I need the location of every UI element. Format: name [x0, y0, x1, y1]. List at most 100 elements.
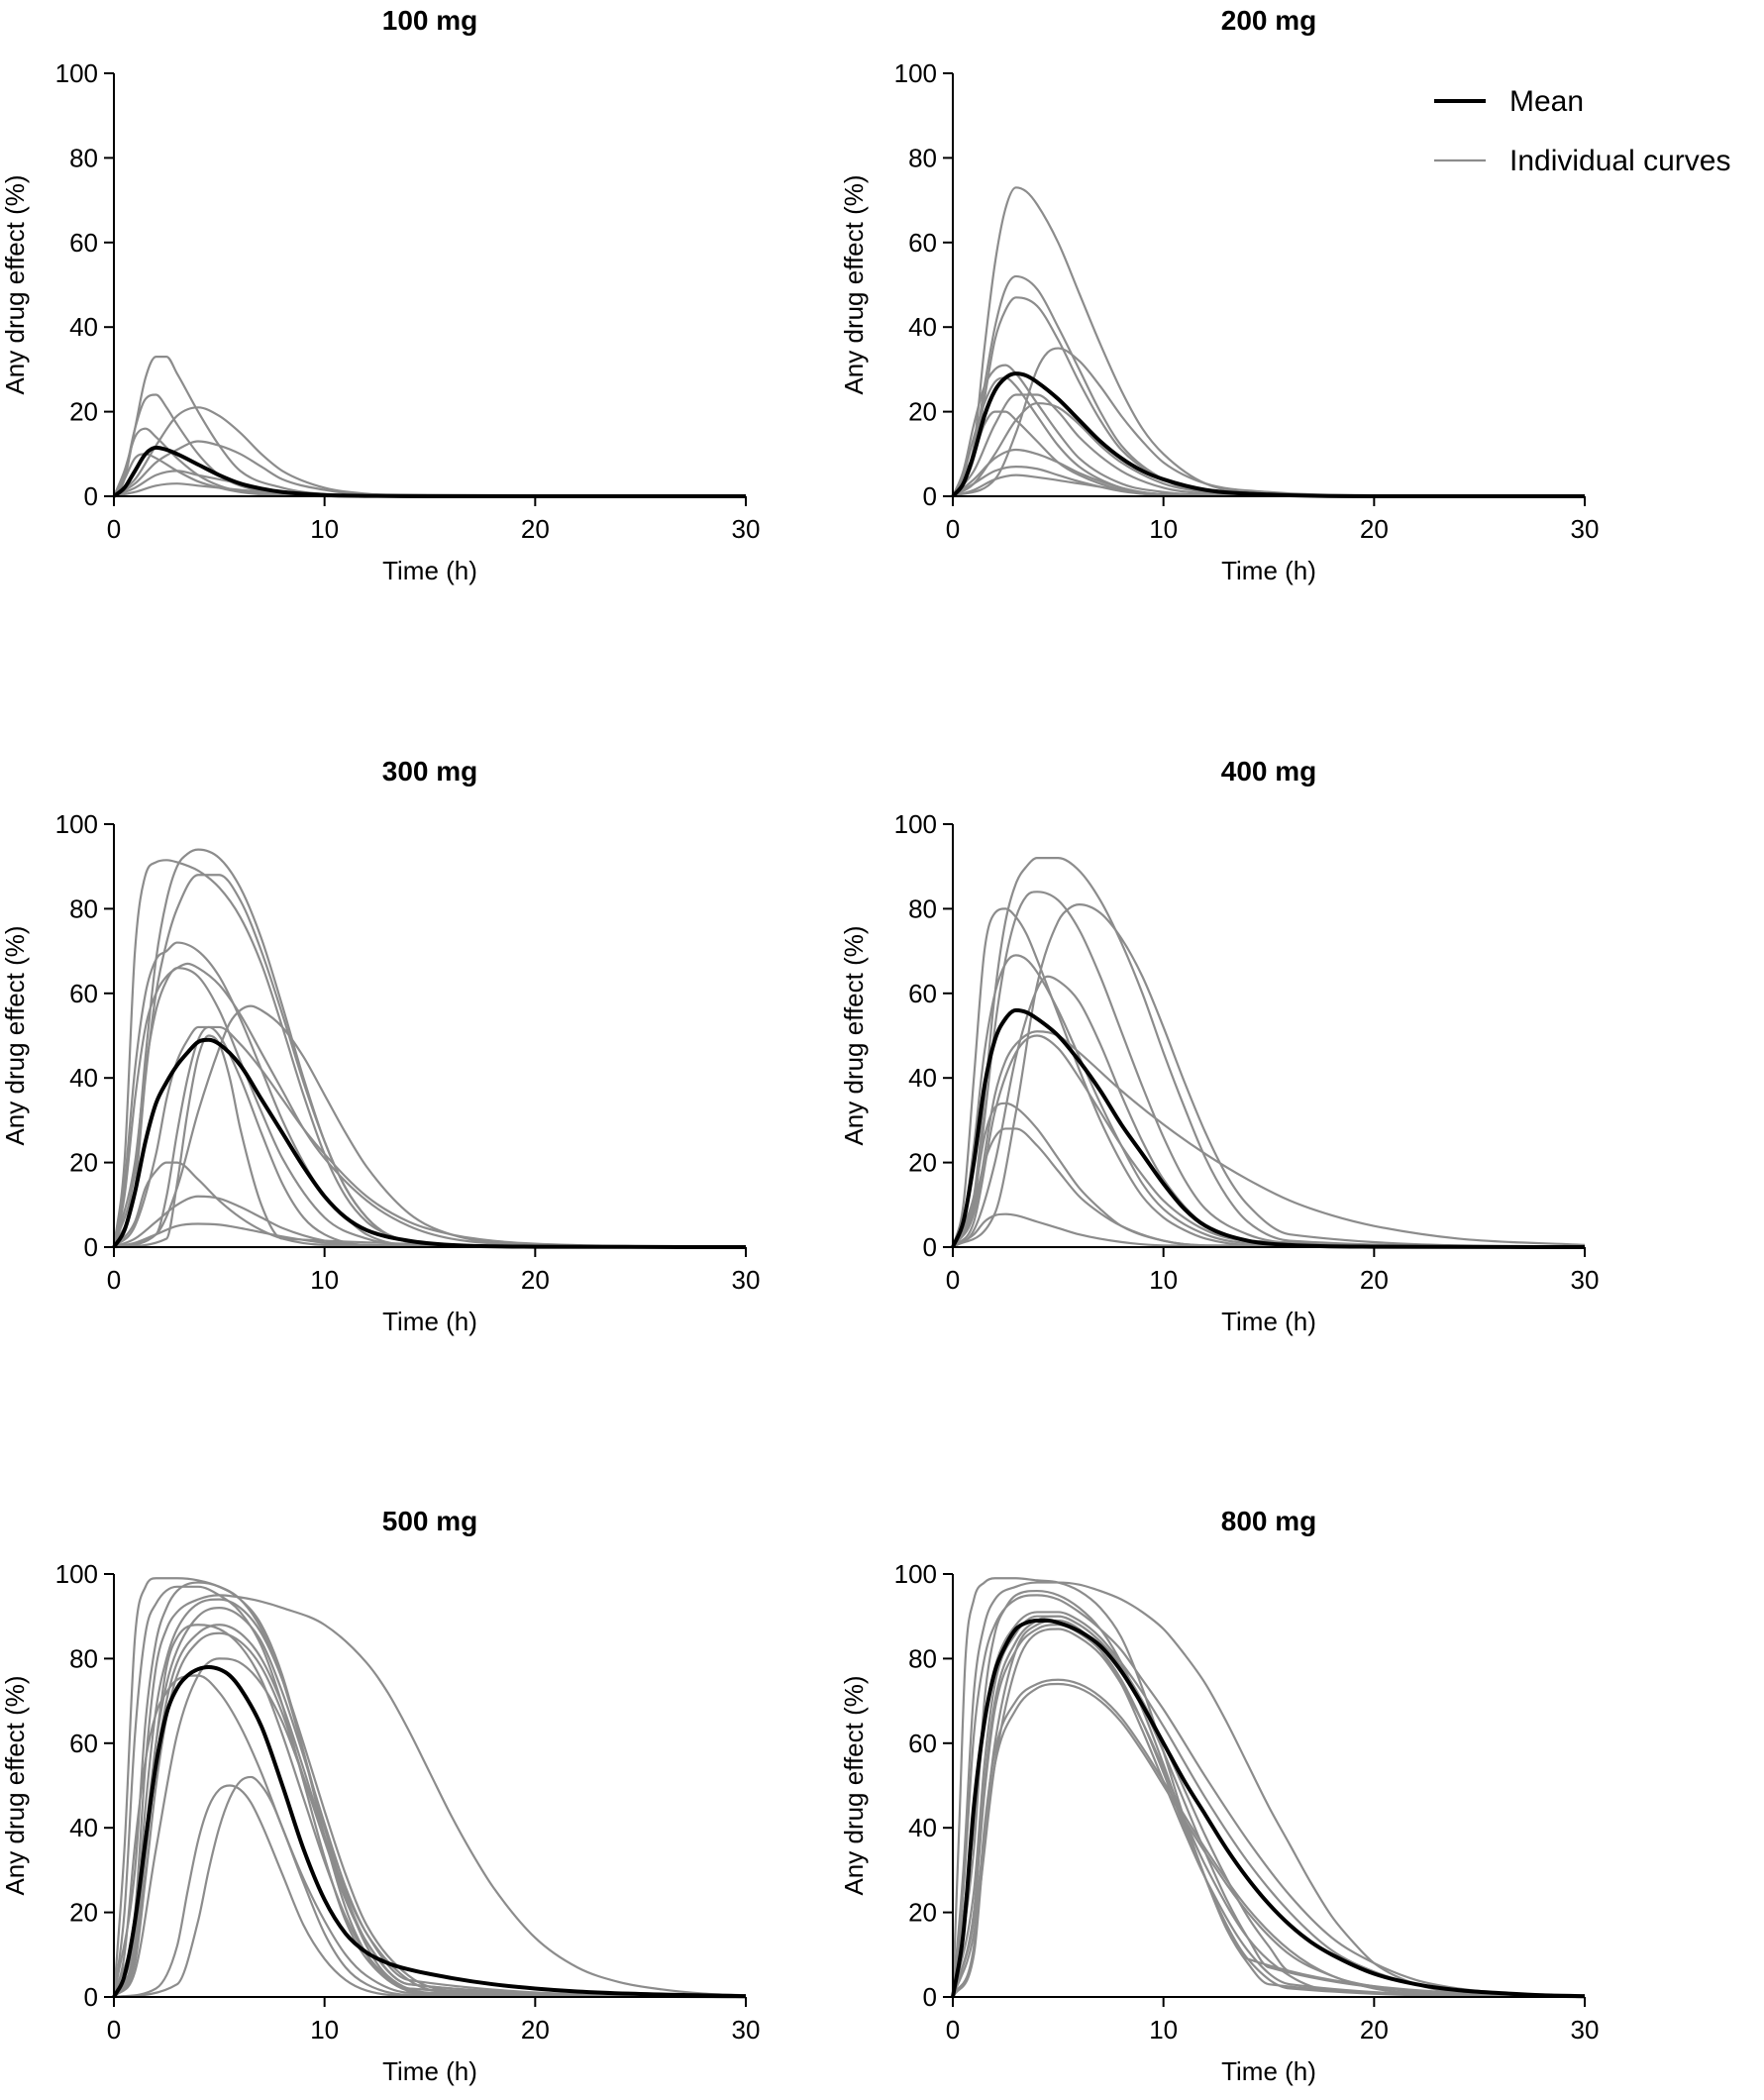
y-tick-label: 80 — [908, 1643, 937, 1673]
individual-curve — [112, 967, 747, 1249]
y-axis-label: Any drug effect (%) — [839, 925, 869, 1145]
y-tick-label: 60 — [908, 228, 937, 258]
y-tick-label: 80 — [908, 143, 937, 172]
individual-curve — [951, 1594, 1586, 1998]
legend-individual-label: Individual curves — [1509, 145, 1730, 177]
chart-title: 300 mg — [382, 756, 478, 787]
y-tick-label: 20 — [69, 1148, 98, 1178]
chart-panel: 500 mg 0 20 40 60 80 100 0 10 20 30 Time (h) Any dru… — [0, 1506, 760, 2086]
y-tick-label: 0 — [923, 1982, 937, 2012]
individual-curve — [113, 1025, 747, 1249]
x-tick-label: 0 — [107, 1265, 121, 1295]
chart-panel: 800 mg 0 20 40 60 80 100 0 10 20 30 Time (h) Any dru… — [839, 1506, 1599, 2086]
y-tick-label: 0 — [923, 1232, 937, 1262]
x-tick-label: 10 — [1149, 2015, 1178, 2045]
y-tick-label: 60 — [908, 979, 937, 1008]
x-axis-label: Time (h) — [1221, 556, 1316, 585]
individual-curve — [112, 1585, 747, 1999]
individual-curve — [951, 1589, 1586, 1999]
x-axis-label: Time (h) — [1221, 1307, 1316, 1336]
individual-curve — [952, 975, 1586, 1249]
x-tick-label: 20 — [521, 1265, 550, 1295]
individual-curve — [952, 1212, 1586, 1249]
y-tick-label: 100 — [55, 58, 98, 88]
x-axis-label: Time (h) — [382, 1307, 477, 1336]
individual-curve — [112, 1674, 747, 1999]
chart-panel: 300 mg 0 20 40 60 80 100 0 10 20 30 Time (h) Any dru… — [0, 756, 760, 1336]
x-tick-label: 30 — [732, 2015, 761, 2045]
y-tick-label: 40 — [69, 312, 98, 342]
y-tick-label: 20 — [908, 1148, 937, 1178]
y-tick-label: 60 — [69, 1729, 98, 1758]
x-tick-label: 0 — [946, 2015, 960, 2045]
y-tick-label: 100 — [55, 1559, 98, 1589]
x-tick-label: 20 — [521, 514, 550, 544]
series-group — [951, 186, 1586, 499]
y-tick-label: 100 — [894, 58, 937, 88]
series-group — [112, 848, 747, 1249]
chart-panel: 100 mg 0 20 40 60 80 100 0 10 20 30 Time (h) Any dru… — [0, 5, 760, 585]
individual-curve — [113, 1222, 747, 1249]
chart-panel: 200 mg 0 20 40 60 80 100 0 10 20 30 Time (h) Any dru… — [839, 5, 1599, 585]
mean-curve — [112, 445, 746, 499]
x-tick-label: 10 — [1149, 514, 1178, 544]
individual-curve — [952, 891, 1586, 1249]
y-tick-label: 60 — [69, 979, 98, 1008]
y-tick-label: 0 — [84, 1232, 98, 1262]
individual-curve — [952, 1127, 1586, 1249]
individual-curve — [113, 355, 746, 498]
individual-curve — [112, 1598, 747, 1999]
x-tick-label: 10 — [310, 2015, 339, 2045]
individual-curve — [952, 903, 1586, 1249]
individual-curve — [113, 1784, 747, 1999]
individual-curve — [113, 1004, 747, 1249]
individual-curve — [112, 1581, 747, 1999]
y-tick-label: 40 — [908, 1063, 937, 1093]
individual-curve — [113, 1195, 747, 1249]
mean-curve — [951, 1007, 1586, 1249]
y-axis-label: Any drug effect (%) — [0, 174, 30, 394]
x-tick-label: 0 — [107, 514, 121, 544]
x-tick-label: 0 — [946, 514, 960, 544]
x-axis-label: Time (h) — [1221, 2056, 1316, 2086]
x-tick-label: 20 — [1360, 1265, 1389, 1295]
y-tick-label: 60 — [908, 1729, 937, 1758]
individual-curve — [113, 470, 747, 498]
x-tick-label: 30 — [732, 1265, 761, 1295]
mean-curve — [951, 1618, 1586, 1999]
individual-curve — [952, 347, 1586, 498]
y-tick-label: 40 — [69, 1813, 98, 1842]
y-tick-label: 20 — [69, 397, 98, 427]
x-tick-label: 10 — [1149, 1265, 1178, 1295]
y-tick-label: 40 — [908, 312, 937, 342]
y-tick-label: 80 — [69, 893, 98, 923]
individual-curve — [113, 1631, 747, 1999]
x-tick-label: 20 — [1360, 514, 1389, 544]
chart-title: 100 mg — [382, 5, 478, 36]
x-tick-label: 20 — [521, 2015, 550, 2045]
y-tick-label: 100 — [55, 809, 98, 839]
individual-curve — [951, 1619, 1586, 1999]
y-tick-label: 60 — [69, 228, 98, 258]
x-tick-label: 30 — [1571, 2015, 1600, 2045]
individual-curve — [112, 1624, 747, 1999]
y-tick-label: 0 — [84, 1982, 98, 2012]
y-tick-label: 0 — [923, 481, 937, 511]
y-axis-label: Any drug effect (%) — [839, 1675, 869, 1895]
chart-title: 400 mg — [1221, 756, 1317, 787]
y-tick-label: 0 — [84, 481, 98, 511]
individual-curve — [113, 1775, 747, 1999]
individual-curve — [952, 274, 1586, 498]
individual-curve — [952, 1682, 1586, 1999]
y-axis-label: Any drug effect (%) — [0, 1675, 30, 1895]
x-tick-label: 30 — [732, 514, 761, 544]
series-group — [951, 857, 1586, 1249]
individual-curve — [952, 448, 1586, 498]
mean-curve — [951, 371, 1585, 499]
individual-curve — [112, 874, 747, 1249]
y-tick-label: 40 — [69, 1063, 98, 1093]
individual-curve — [951, 1678, 1586, 1999]
y-axis-label: Any drug effect (%) — [839, 174, 869, 394]
